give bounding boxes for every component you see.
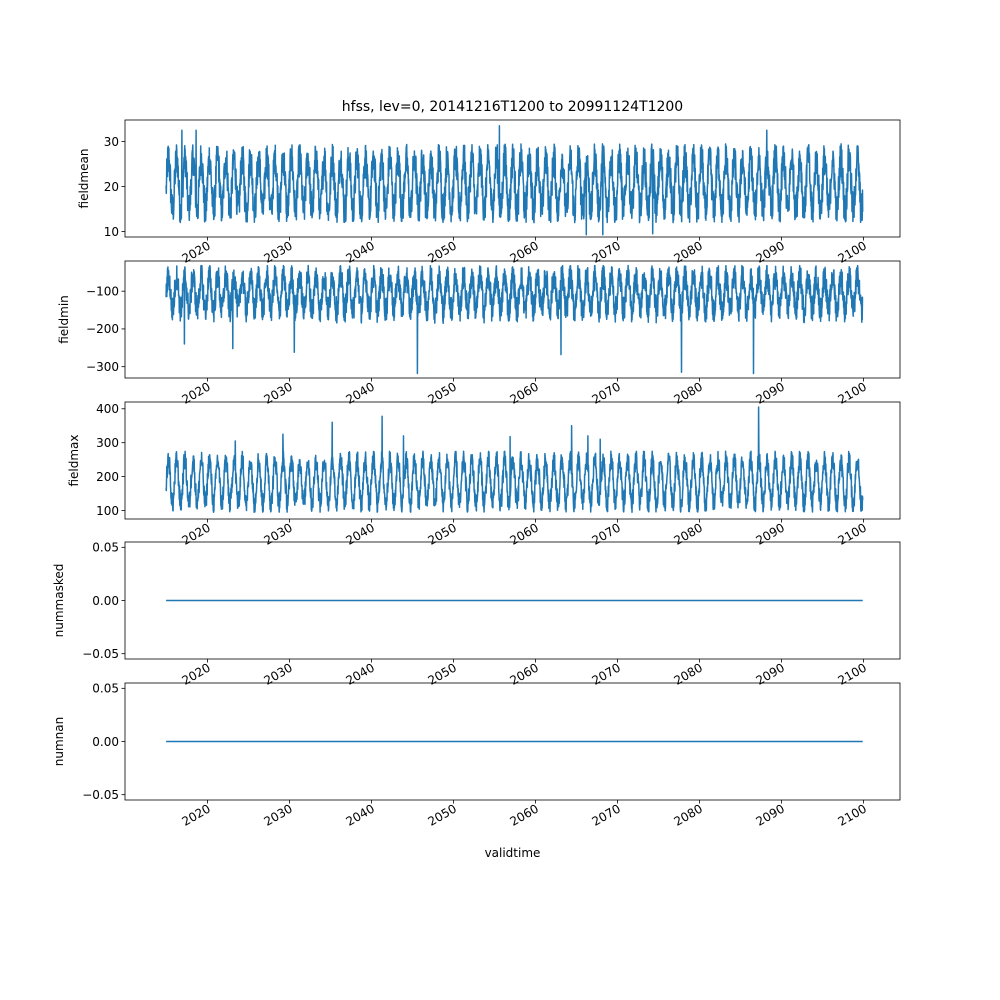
y-tick-label: −0.05: [82, 788, 119, 802]
y-tick-label: −100: [86, 284, 119, 298]
y-tick-label: −0.05: [82, 647, 119, 661]
y-tick-label: 400: [96, 402, 119, 416]
series-line-fieldmax: [165, 406, 864, 513]
y-axis-label: fieldmin: [57, 295, 71, 344]
y-tick-label: 20: [104, 180, 119, 194]
axes-frame: [124, 260, 901, 379]
y-axis-label: fieldmax: [67, 434, 81, 486]
series-line-fieldmean: [165, 125, 864, 236]
y-tick-label: 300: [96, 436, 119, 450]
y-tick-label: 0.00: [92, 735, 119, 749]
y-tick-label: 200: [96, 470, 119, 484]
y-tick-label: 30: [104, 135, 119, 149]
y-tick-label: 10: [104, 225, 119, 239]
y-tick-label: 0.05: [92, 682, 119, 696]
axes-frame: [124, 401, 901, 520]
x-axis-label: validtime: [485, 846, 541, 860]
y-tick-label: 100: [96, 504, 119, 518]
axes-frame: [124, 119, 901, 238]
y-axis-label: nummasked: [52, 564, 66, 638]
y-tick-label: 0.05: [92, 541, 119, 555]
y-tick-label: −200: [86, 322, 119, 336]
series-line-fieldmin: [165, 264, 864, 375]
y-tick-label: 0.00: [92, 594, 119, 608]
y-axis-label: numnan: [52, 717, 66, 766]
chart-title: hfss, lev=0, 20141216T1200 to 20991124T1…: [342, 99, 683, 115]
y-tick-label: −300: [86, 360, 119, 374]
y-axis-label: fieldmean: [77, 149, 91, 209]
